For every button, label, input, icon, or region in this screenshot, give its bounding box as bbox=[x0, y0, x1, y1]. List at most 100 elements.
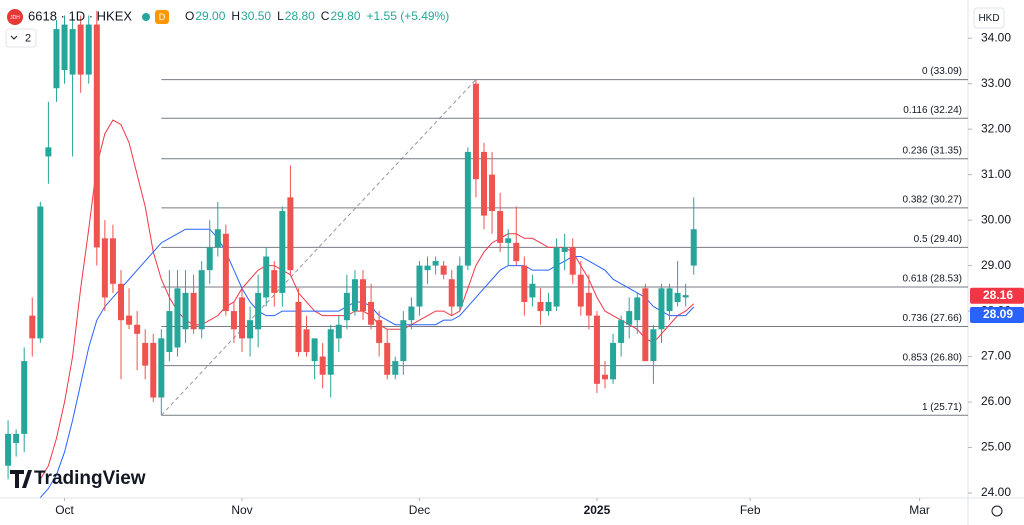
candle-body bbox=[29, 315, 36, 339]
candle-body bbox=[142, 342, 149, 366]
candle-body bbox=[618, 320, 625, 343]
ohlc-value: 30.50 bbox=[241, 9, 271, 23]
candle-body bbox=[287, 197, 294, 271]
candle-body bbox=[481, 151, 487, 216]
x-tick-label: Mar bbox=[909, 503, 930, 517]
y-tick-label: 29.00 bbox=[981, 258, 1011, 272]
x-tick-label: Oct bbox=[55, 503, 74, 517]
settings-icon[interactable] bbox=[991, 505, 1003, 517]
candle-body bbox=[327, 329, 334, 375]
candle-body bbox=[198, 270, 205, 330]
y-tick-label: 30.00 bbox=[981, 212, 1011, 226]
candle-body bbox=[626, 311, 633, 325]
axes: 24.0025.0026.0027.0028.0029.0030.0031.00… bbox=[55, 30, 1024, 517]
fib-label: 0.116 (32.24) bbox=[903, 105, 962, 116]
candle-body bbox=[513, 242, 520, 262]
candle-body bbox=[182, 292, 189, 330]
price-tag-label: 28.16 bbox=[983, 288, 1013, 302]
plot-area: 0 (33.09) 0.116 (32.24) 0.236 (31.35) 0.382… bbox=[5, 10, 968, 498]
currency-button[interactable] bbox=[973, 7, 1005, 29]
fib-label: 0 (33.09) bbox=[922, 66, 962, 77]
candle-body bbox=[21, 361, 28, 434]
candle-body bbox=[45, 147, 52, 157]
y-tick-label: 27.00 bbox=[981, 349, 1011, 363]
candle-body bbox=[561, 247, 568, 252]
candle-body bbox=[85, 24, 92, 75]
y-tick-label: 32.00 bbox=[981, 121, 1011, 135]
candle-body bbox=[408, 306, 415, 321]
candle-body bbox=[360, 279, 366, 312]
candle-body bbox=[311, 338, 318, 362]
indicator-toggle[interactable] bbox=[5, 28, 37, 48]
candle-body bbox=[126, 315, 133, 325]
y-tick-label: 31.00 bbox=[981, 167, 1011, 181]
indicator-count: 2 bbox=[25, 32, 31, 44]
candle-body bbox=[279, 211, 286, 293]
candle-body bbox=[118, 283, 124, 321]
fib-label: 0.853 (26.80) bbox=[903, 352, 963, 363]
candle-body bbox=[343, 292, 350, 321]
candle-body bbox=[416, 265, 423, 307]
candle-body bbox=[448, 279, 455, 307]
candle-body bbox=[230, 311, 237, 330]
price-tag bbox=[970, 306, 1024, 323]
candle-body bbox=[602, 374, 608, 380]
candle-body bbox=[271, 270, 278, 293]
candle-body bbox=[37, 206, 44, 339]
ohlc-key: C bbox=[321, 9, 330, 23]
candle-body bbox=[335, 324, 342, 339]
candle-body bbox=[585, 292, 592, 316]
brand-logo bbox=[10, 470, 32, 488]
candle-body bbox=[642, 288, 649, 362]
candle-body bbox=[650, 329, 657, 362]
candle-body bbox=[61, 24, 68, 71]
price-tag bbox=[970, 287, 1024, 304]
candle-body bbox=[351, 279, 358, 312]
candle-body bbox=[521, 265, 528, 302]
badge bbox=[155, 10, 169, 24]
status-dot bbox=[142, 13, 150, 21]
candle-body bbox=[593, 315, 600, 384]
candle-body bbox=[53, 29, 60, 89]
candle-body bbox=[464, 151, 471, 266]
candle-body bbox=[666, 288, 673, 312]
fib-label: 0.736 (27.66) bbox=[903, 313, 963, 324]
ohlc: O 29.00 H 30.50 L 28.80 C 29.80 bbox=[185, 9, 361, 23]
candle-body bbox=[109, 238, 116, 284]
ma-line bbox=[39, 228, 695, 498]
candle-body bbox=[69, 29, 76, 75]
candle-body bbox=[537, 301, 544, 312]
candle-body bbox=[392, 361, 399, 375]
candle-body bbox=[295, 301, 302, 353]
symbol[interactable]: 6618 · 1D · HKEX bbox=[28, 8, 132, 23]
candle-body bbox=[569, 247, 576, 275]
candle-body bbox=[529, 283, 536, 298]
x-tick-label: 2025 bbox=[584, 503, 611, 517]
y-tick-label: 25.00 bbox=[981, 440, 1011, 454]
badge-text: D bbox=[159, 12, 166, 22]
brand: TradingView bbox=[34, 468, 146, 489]
candle-body bbox=[222, 233, 229, 312]
candle-body bbox=[376, 320, 383, 343]
x-tick-label: Dec bbox=[409, 503, 430, 517]
candle-body bbox=[674, 292, 681, 302]
candle-body bbox=[634, 297, 641, 321]
x-tick-label: Nov bbox=[231, 503, 252, 517]
chevron bbox=[10, 35, 18, 40]
ohlc-value: 29.00 bbox=[195, 9, 225, 23]
candle-body bbox=[150, 342, 157, 398]
candle-body bbox=[134, 324, 141, 334]
candle-body bbox=[610, 342, 617, 380]
candle-body bbox=[166, 311, 173, 353]
candle-body bbox=[93, 24, 100, 248]
candle-body bbox=[456, 265, 463, 307]
fib-label: 0.382 (30.27) bbox=[903, 194, 963, 205]
candle-body bbox=[190, 292, 197, 330]
candle-body bbox=[319, 356, 326, 375]
candle-body bbox=[158, 338, 165, 398]
candle-body bbox=[303, 329, 310, 353]
ohlc-key: L bbox=[277, 9, 284, 23]
candle-body bbox=[432, 261, 439, 266]
